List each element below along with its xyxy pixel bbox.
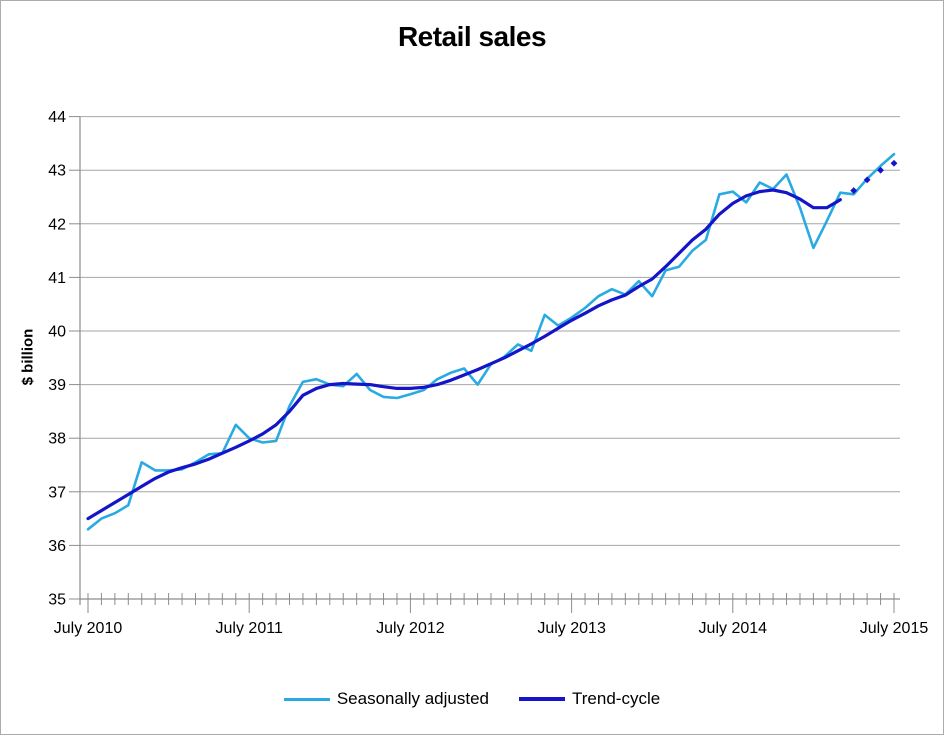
x-tick-label: July 2010	[54, 620, 123, 637]
x-tick-label: July 2014	[699, 620, 768, 637]
x-tick-label: July 2015	[860, 620, 929, 637]
legend-label-seasonally-adjusted: Seasonally adjusted	[336, 689, 489, 708]
legend: Seasonally adjusted Trend-cycle	[1, 689, 943, 709]
x-tick-label: July 2012	[376, 620, 445, 637]
chart-title: Retail sales	[397, 21, 547, 52]
trend-cycle-line	[86, 188, 842, 521]
y-tick-label: 42	[48, 216, 66, 233]
y-tick-label: 36	[48, 538, 66, 555]
legend-label-trend-cycle: Trend-cycle	[572, 689, 661, 708]
x-tick-label: July 2013	[537, 620, 606, 637]
seasonally-adjusted-line-swatch-icon	[283, 697, 330, 701]
y-tick-label: 43	[48, 163, 66, 180]
seasonally-adjusted-line	[86, 152, 896, 531]
trend-cycle-line-swatch-icon	[519, 697, 565, 701]
legend-item-seasonally-adjusted: Seasonally adjusted	[283, 689, 489, 709]
y-tick-label: 41	[48, 270, 66, 287]
y-tick-label: 37	[48, 484, 66, 501]
trend-cycle-projection-dot	[890, 159, 898, 167]
trend-cycle-projection-dot	[863, 176, 871, 184]
y-tick-label: 35	[48, 592, 66, 609]
y-tick-label: 39	[48, 377, 66, 394]
y-tick-label: 38	[48, 431, 66, 448]
y-tick-label: 40	[48, 324, 66, 341]
y-tick-label: 44	[48, 109, 66, 126]
x-tick-label: July 2011	[216, 620, 283, 637]
trend-cycle-projection-dot	[850, 187, 858, 194]
trend-cycle-projection-dot	[877, 166, 884, 174]
legend-item-trend-cycle: Trend-cycle	[519, 689, 660, 709]
